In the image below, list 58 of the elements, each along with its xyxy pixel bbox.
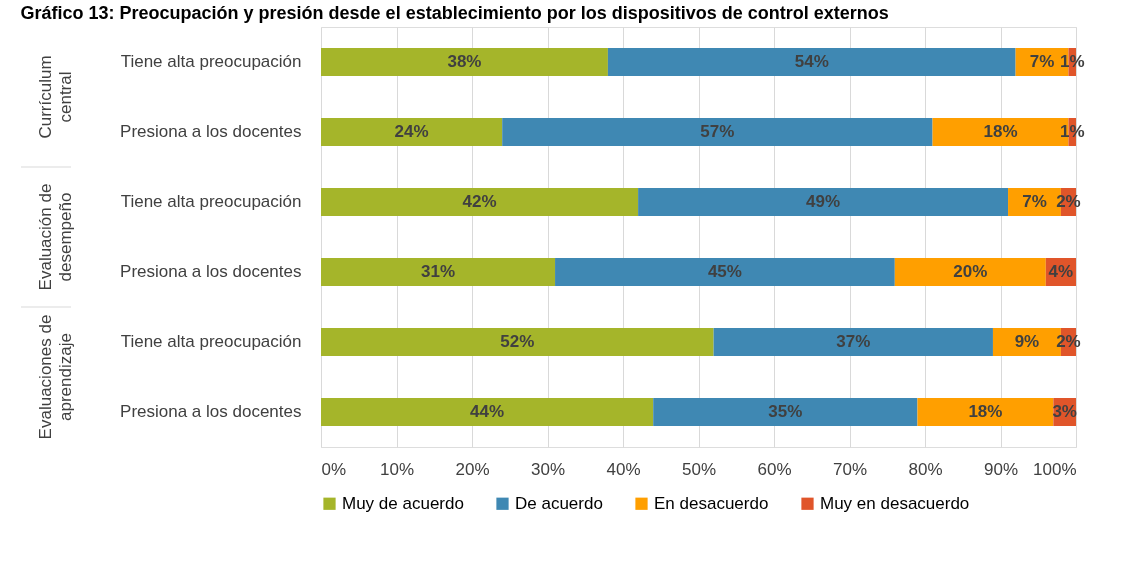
data-label: 54%: [794, 52, 829, 71]
bar: [713, 328, 993, 356]
x-tick-label: 80%: [908, 459, 943, 479]
data-label: 4%: [1048, 262, 1074, 281]
y-tick-label: Tiene alta preocupación: [120, 52, 302, 71]
data-label: 42%: [462, 192, 497, 211]
data-label: 38%: [447, 52, 482, 71]
legend-label: Muy de acuerdo: [342, 493, 464, 513]
y-tick-label: Tiene alta preocupación: [120, 332, 302, 351]
y-tick-label: Tiene alta preocupación: [120, 192, 302, 211]
x-tick-label: 40%: [606, 459, 641, 479]
text: Currículum central: [36, 55, 75, 139]
data-label: 37%: [836, 332, 871, 351]
data-label: 45%: [707, 262, 742, 281]
bar: [894, 258, 1046, 286]
data-label: 49%: [806, 192, 841, 211]
bar: [607, 48, 1016, 76]
x-tick-label: 30%: [530, 459, 566, 479]
y-tick-label: Presiona a los docentes: [120, 122, 302, 141]
bar: [638, 188, 1009, 216]
bar: [917, 398, 1054, 426]
bar: [321, 118, 503, 146]
x-tick-label: 0%: [321, 459, 347, 479]
y-tick-label: Presiona a los docentes: [120, 402, 302, 421]
data-label: 52%: [500, 332, 535, 351]
data-label: 18%: [968, 402, 1003, 421]
x-tick-label: 100%: [1033, 459, 1077, 479]
bar: [555, 258, 895, 286]
data-label: 31%: [421, 262, 456, 281]
bar: [321, 328, 714, 356]
data-label: 20%: [953, 262, 988, 281]
data-label: 18%: [983, 122, 1018, 141]
data-label: 9%: [1014, 332, 1040, 351]
legend-label: En desacuerdo: [654, 493, 769, 513]
data-label: 44%: [470, 402, 505, 421]
text: Evaluación de desempeño: [36, 183, 75, 291]
data-label: 35%: [768, 402, 803, 421]
bar: [321, 398, 654, 426]
data-label: 7%: [1022, 192, 1047, 211]
chart-title: Gráfico 13: Preocupación y presión desde el establecimiento por los dispositivos de control externos: [20, 3, 889, 23]
bar: [321, 188, 639, 216]
bar: [653, 398, 918, 426]
x-tick-label: 70%: [832, 459, 868, 479]
x-tick-label: 60%: [757, 459, 792, 479]
x-tick-label: 90%: [983, 459, 1019, 479]
text: Evaluaciones de aprendizaje: [36, 314, 75, 440]
y-tick-label: Presiona a los docentes: [120, 262, 302, 281]
x-tick-label: 50%: [681, 459, 717, 479]
legend-label: De acuerdo: [515, 493, 603, 513]
x-tick-label: 10%: [379, 459, 415, 479]
data-label: 7%: [1029, 52, 1055, 71]
x-tick-label: 20%: [455, 459, 490, 479]
legend-label: Muy en desacuerdo: [820, 493, 970, 513]
bar: [321, 258, 556, 286]
data-label: 57%: [700, 122, 735, 141]
data-label: 24%: [394, 122, 429, 141]
bar: [502, 118, 933, 146]
bar: [321, 48, 608, 76]
